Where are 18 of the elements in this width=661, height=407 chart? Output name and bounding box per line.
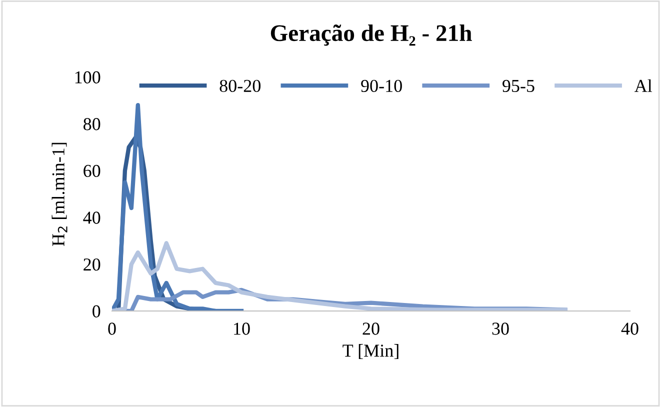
y-tick-label: 100 bbox=[75, 71, 100, 84]
y-tick-label: 0 bbox=[92, 305, 100, 318]
legend-label: Al bbox=[634, 79, 652, 92]
chart-title: Geração de H₂ - 21h bbox=[270, 24, 472, 46]
legend-label: 90-10 bbox=[361, 80, 402, 92]
y-tick-label: 80 bbox=[84, 118, 100, 130]
x-tick-label: 0 bbox=[108, 322, 116, 335]
x-tick-label: 20 bbox=[362, 322, 380, 335]
x-tick-label: 30 bbox=[492, 322, 509, 335]
y-tick-label: 20 bbox=[84, 258, 100, 271]
legend-label: 80-20 bbox=[220, 80, 260, 92]
y-tick-label: 40 bbox=[83, 212, 100, 224]
x-tick-label: 10 bbox=[234, 322, 250, 335]
x-axis-title: T [Min] bbox=[342, 344, 398, 359]
x-tick-label: 40 bbox=[621, 322, 638, 335]
y-axis-title: H$_{2}$ [ml.min-1] bbox=[52, 142, 68, 246]
y-tick-label: 60 bbox=[84, 164, 100, 178]
legend-label: 95-5 bbox=[502, 80, 534, 92]
